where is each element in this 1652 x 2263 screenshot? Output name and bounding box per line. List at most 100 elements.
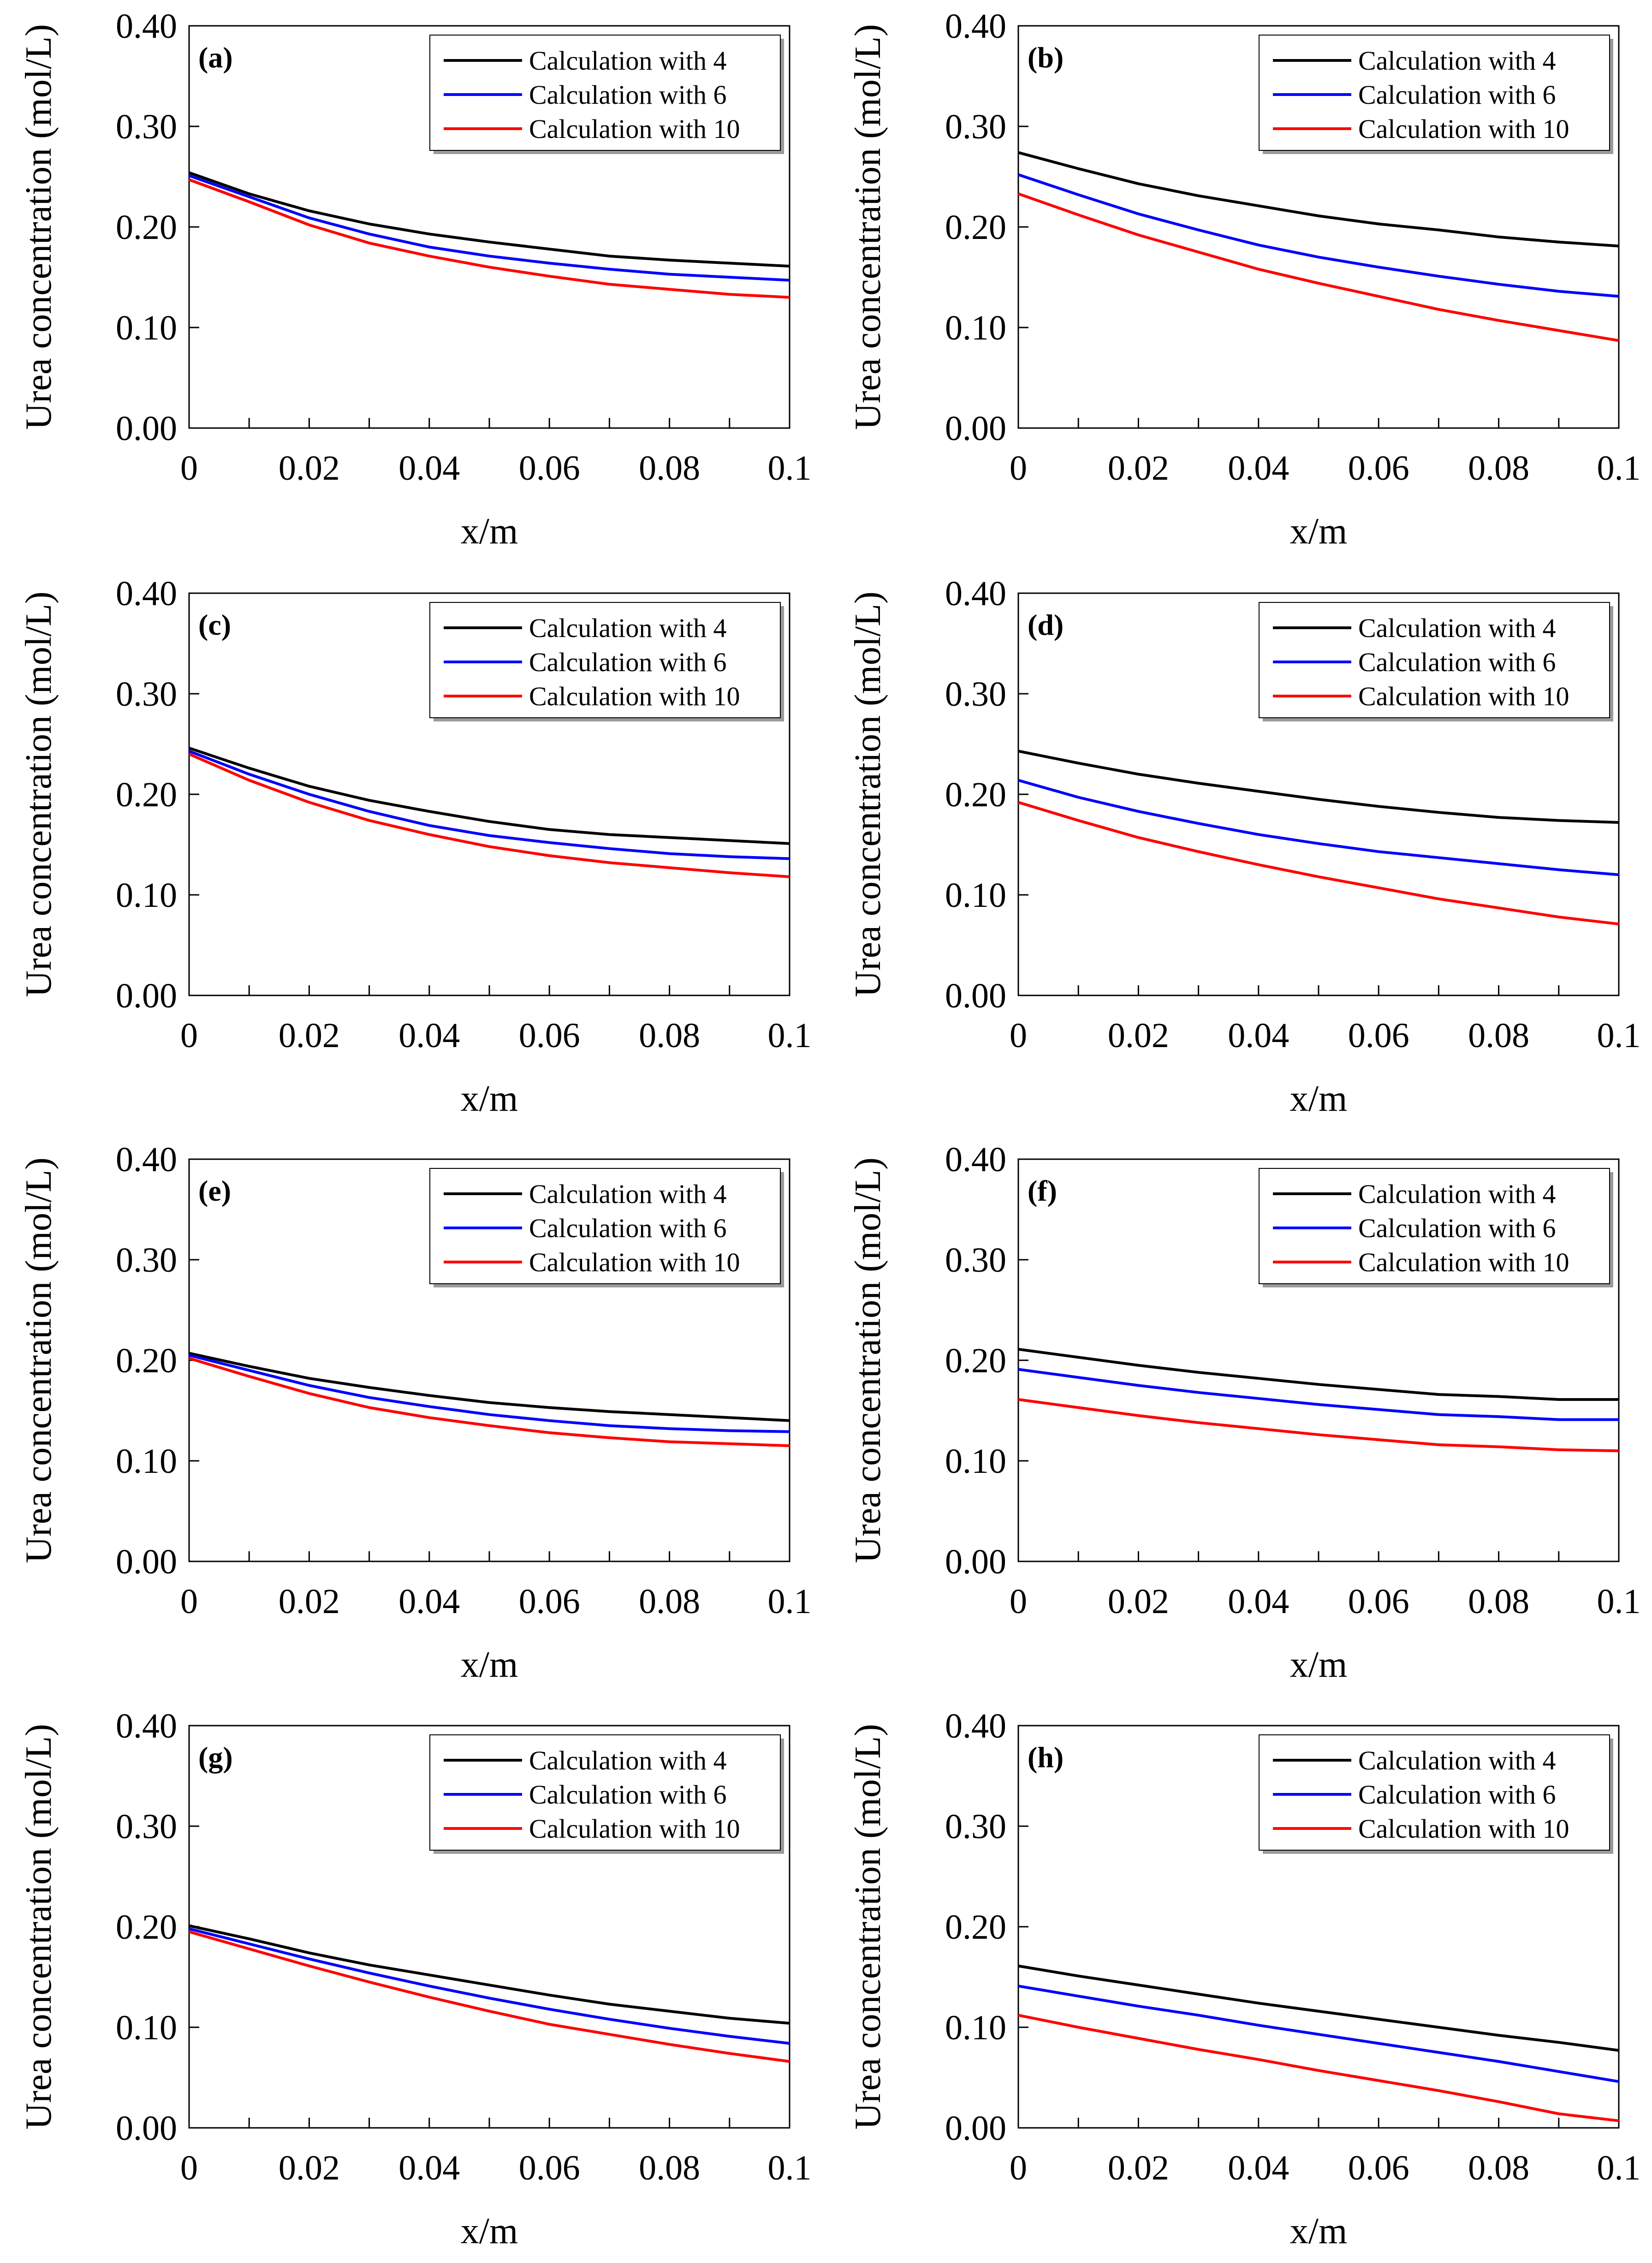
y-tick-label: 0.20 [116, 1341, 177, 1380]
legend-label: Calculation with 4 [529, 1745, 727, 1775]
x-tick-label: 0.1 [1597, 1016, 1641, 1055]
series-line-2 [189, 1354, 790, 1433]
x-tick-label: 0.04 [398, 449, 460, 488]
y-tick-label: 0.10 [116, 1442, 177, 1481]
legend-label: Calculation with 6 [1358, 1213, 1556, 1243]
y-tick-label: 0.40 [945, 574, 1006, 613]
y-tick-label: 0.30 [945, 107, 1006, 146]
y-tick-label: 0.00 [945, 409, 1006, 448]
panel-label: (g) [198, 1741, 233, 1774]
legend-box [1259, 1168, 1610, 1284]
x-tick-label: 0.02 [279, 2149, 340, 2187]
legend-label: Calculation with 4 [529, 613, 727, 643]
series-line-3 [1018, 192, 1619, 342]
panel-label: (a) [198, 41, 233, 74]
x-tick-label: 0.06 [1348, 1582, 1409, 1621]
y-axis-title: Urea concentration (mol/L) [848, 1724, 888, 2130]
y-tick-label: 0.10 [945, 876, 1006, 915]
legend-box [1259, 35, 1610, 151]
x-tick-label: 0.08 [639, 2149, 700, 2187]
chart-panel-6: 0.00 0.10 0.20 0.30 0.40 0 0.02 0.04 0.06 0.08 0.1… [18, 1707, 812, 2251]
legend-label: Calculation with 6 [1358, 1780, 1556, 1810]
y-tick-label: 0.00 [945, 2109, 1006, 2148]
y-tick-label: 0.40 [116, 7, 177, 46]
x-tick-label: 0.1 [1597, 449, 1641, 488]
series-line-2 [1018, 779, 1619, 876]
legend: Calculation with 4 Calculation with 6 Calc… [429, 602, 784, 721]
x-axis-title: x/m [1290, 511, 1347, 552]
y-tick-label: 0.00 [945, 1542, 1006, 1581]
panel-label: (e) [198, 1174, 231, 1207]
y-tick-label: 0.30 [116, 675, 177, 714]
y-axis-title: Urea concentration (mol/L) [18, 1157, 59, 1563]
y-tick-label: 0.30 [945, 675, 1006, 714]
chart-panel-4: 0.00 0.10 0.20 0.30 0.40 0 0.02 0.04 0.06 0.08 0.1… [18, 1140, 812, 1685]
x-tick-label: 0.08 [639, 1016, 700, 1055]
x-tick-label: 0.1 [1597, 2149, 1641, 2187]
series-line-2 [188, 750, 790, 860]
x-tick-label: 0.08 [639, 449, 700, 488]
y-tick-label: 0.30 [116, 1807, 177, 1846]
x-tick-label: 0.02 [1108, 449, 1169, 488]
legend-label: Calculation with 4 [529, 1179, 727, 1209]
y-tick-label: 0.30 [116, 107, 177, 146]
y-tick-label: 0.10 [116, 309, 177, 347]
x-tick-label: 0.1 [768, 1582, 812, 1621]
x-tick-label: 0.06 [519, 449, 580, 488]
x-tick-label: 0.02 [1108, 2149, 1169, 2187]
chart-panel-1: 0.00 0.10 0.20 0.30 0.40 0 0.02 0.04 0.06 0.08 0.1… [848, 7, 1641, 552]
legend-label: Calculation with 10 [1358, 681, 1569, 711]
y-axis-title: Urea concentration (mol/L) [18, 1724, 59, 2130]
y-tick-label: 0.20 [116, 775, 177, 814]
legend-label: Calculation with 6 [529, 1213, 727, 1243]
series-line-2 [189, 1927, 790, 2045]
x-tick-label: 0.04 [398, 2149, 460, 2187]
x-axis-title: x/m [1290, 2211, 1347, 2251]
legend-label: Calculation with 4 [1358, 46, 1556, 76]
x-tick-label: 0 [180, 449, 198, 488]
series-line-2 [189, 174, 790, 282]
legend-box [429, 1168, 781, 1284]
x-tick-label: 0.06 [519, 1016, 580, 1055]
legend-label: Calculation with 4 [1358, 613, 1556, 643]
y-tick-label: 0.20 [945, 208, 1006, 247]
y-tick-label: 0.10 [116, 2008, 177, 2047]
x-axis-title: x/m [1290, 1078, 1347, 1119]
x-axis-title: x/m [461, 511, 518, 552]
y-tick-label: 0.40 [945, 7, 1006, 46]
y-axis-title: Urea concentration (mol/L) [848, 24, 888, 430]
y-tick-label: 0.30 [945, 1241, 1006, 1280]
x-tick-label: 0.04 [1228, 2149, 1289, 2187]
series-line-3 [188, 753, 790, 878]
x-tick-label: 0.02 [279, 449, 340, 488]
y-tick-label: 0.40 [116, 574, 177, 613]
legend-label: Calculation with 4 [1358, 1179, 1556, 1209]
x-axis-title: x/m [461, 2211, 518, 2251]
x-tick-label: 0 [1010, 1582, 1027, 1621]
legend: Calculation with 4 Calculation with 6 Calc… [429, 1168, 784, 1287]
legend-label: Calculation with 4 [1358, 1745, 1556, 1775]
legend-label: Calculation with 4 [529, 46, 727, 76]
y-tick-label: 0.20 [116, 1908, 177, 1947]
series-line-3 [1018, 2013, 1619, 2122]
series-line-3 [1018, 1398, 1619, 1453]
series-line-1 [189, 746, 790, 845]
y-tick-label: 0.20 [945, 1341, 1006, 1380]
y-tick-label: 0.40 [116, 1140, 177, 1179]
x-tick-label: 0.02 [1108, 1016, 1169, 1055]
x-tick-label: 0 [180, 1582, 198, 1621]
series-line-2 [1018, 1368, 1619, 1421]
x-tick-label: 0.02 [279, 1582, 340, 1621]
chart-panel-3: 0.00 0.10 0.20 0.30 0.40 0 0.02 0.04 0.06 0.08 0.1… [848, 574, 1641, 1119]
legend: Calculation with 4 Calculation with 6 Calc… [1259, 1734, 1613, 1854]
legend-box [429, 602, 781, 718]
series-line-1 [189, 1352, 790, 1422]
x-axis-title: x/m [461, 1078, 518, 1119]
series-line-3 [1018, 801, 1619, 926]
x-tick-label: 0.06 [1348, 1016, 1409, 1055]
series-line-1 [1018, 151, 1619, 248]
x-tick-label: 0.08 [1468, 1582, 1529, 1621]
chart-panel-2: 0.00 0.10 0.20 0.30 0.40 0 0.02 0.04 0.06 0.08 0.1… [18, 574, 812, 1119]
legend: Calculation with 4 Calculation with 6 Calc… [429, 1734, 784, 1854]
